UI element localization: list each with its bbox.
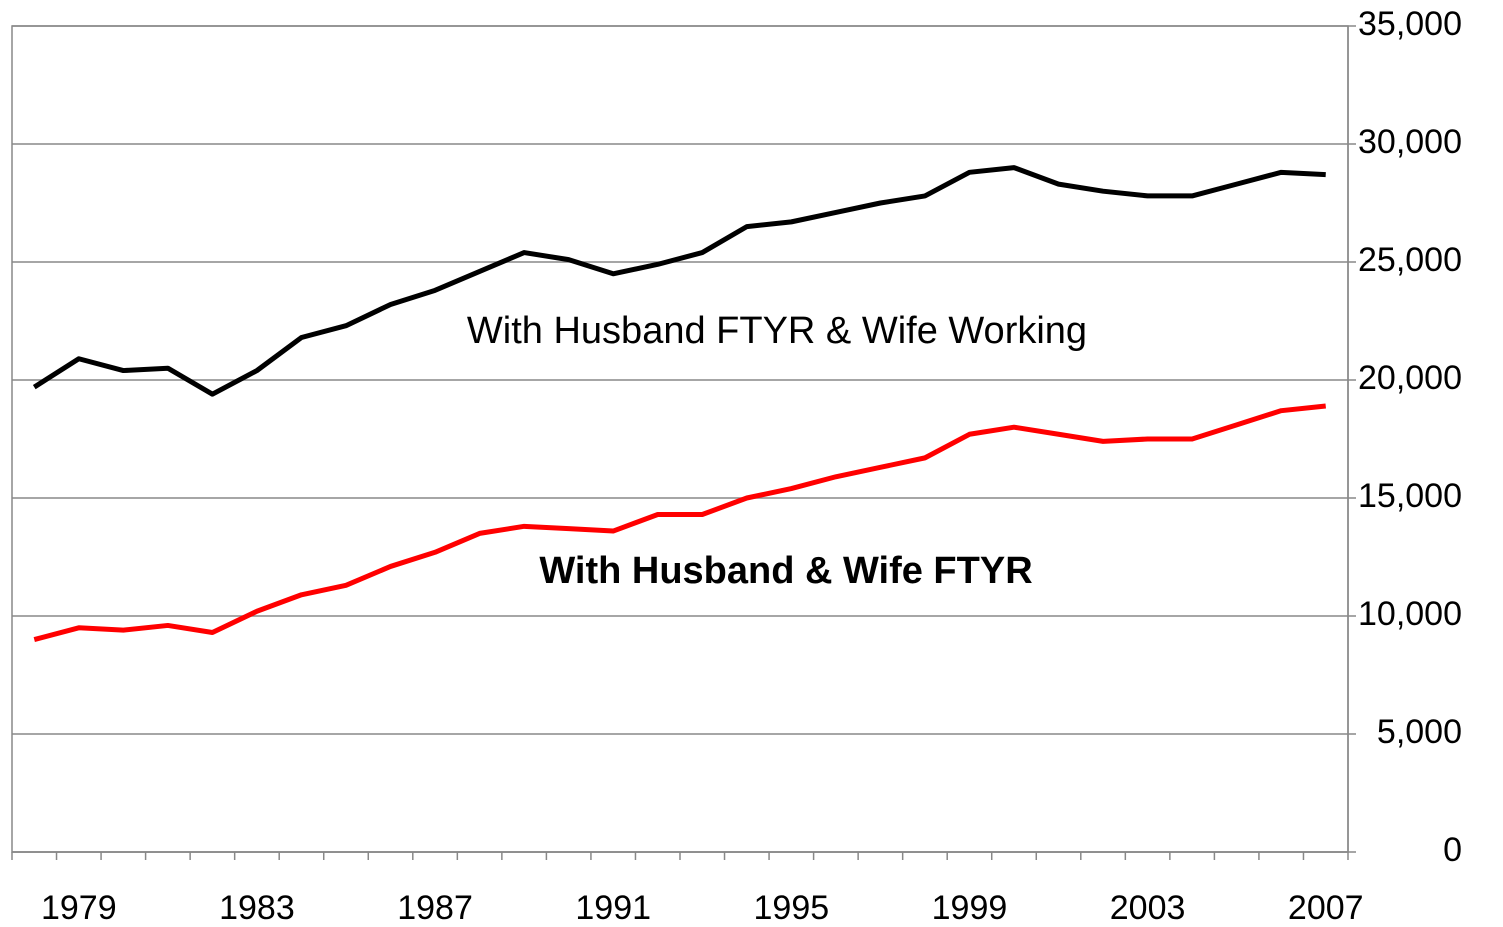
x-tick-label: 1983	[219, 889, 295, 927]
y-tick-label: 10,000	[1358, 595, 1462, 633]
x-tick-label: 1999	[932, 889, 1008, 927]
x-tick-label: 1979	[41, 889, 117, 927]
y-tick-label: 35,000	[1358, 5, 1462, 43]
y-tick-label: 30,000	[1358, 123, 1462, 161]
y-tick-label: 15,000	[1358, 477, 1462, 515]
y-tick-label: 25,000	[1358, 241, 1462, 279]
series-label: With Husband & Wife FTYR	[539, 550, 1032, 592]
y-tick-label: 20,000	[1358, 359, 1462, 397]
x-tick-label: 2003	[1110, 889, 1186, 927]
series-line	[32, 165, 1326, 397]
x-tick-label: 1995	[754, 889, 830, 927]
x-tick-label: 2007	[1288, 889, 1364, 927]
y-tick-label: 5,000	[1377, 713, 1462, 751]
series-label: With Husband FTYR & Wife Working	[467, 310, 1087, 352]
x-tick-label: 1987	[397, 889, 473, 927]
series-line	[33, 403, 1326, 643]
y-tick-label: 0	[1443, 831, 1462, 869]
x-tick-label: 1991	[575, 889, 651, 927]
